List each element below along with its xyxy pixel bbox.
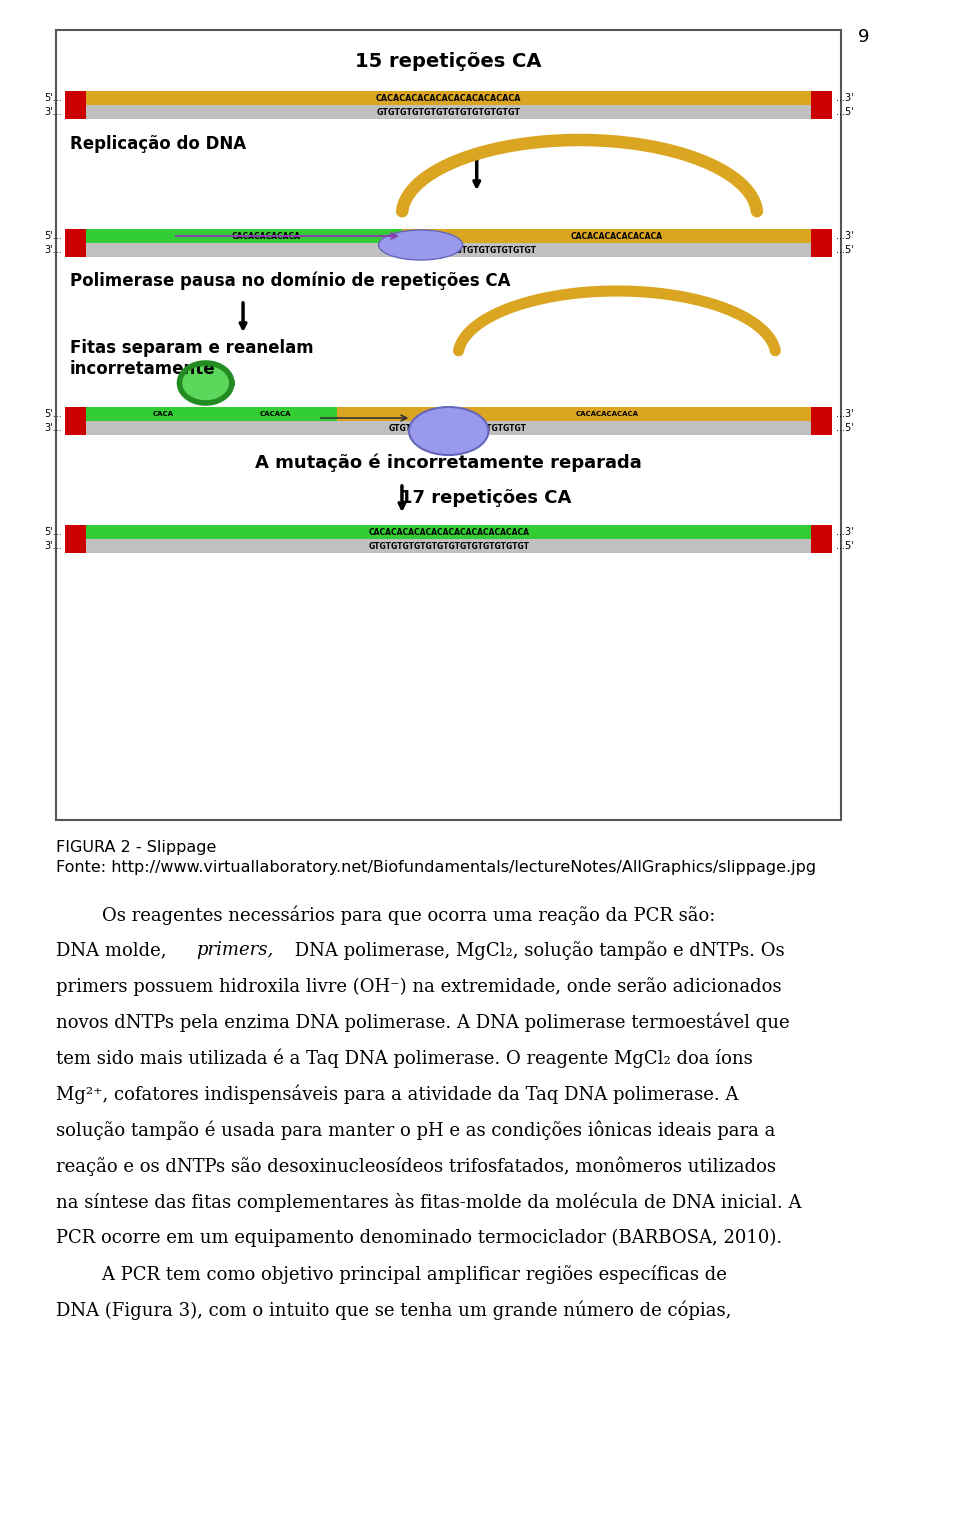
Bar xyxy=(65,525,86,552)
Text: 9: 9 xyxy=(858,27,870,46)
Bar xyxy=(86,92,811,105)
Text: primers possuem hidroxila livre (OH⁻) na extremidade, onde serão adicionados: primers possuem hidroxila livre (OH⁻) na… xyxy=(56,977,781,996)
Text: tem sido mais utilizada é a Taq DNA polimerase. O reagente MgCl₂ doa íons: tem sido mais utilizada é a Taq DNA poli… xyxy=(56,1048,753,1068)
Text: 17 repetições CA: 17 repetições CA xyxy=(400,488,572,507)
Text: DNA molde,: DNA molde, xyxy=(56,942,173,958)
Bar xyxy=(811,229,832,256)
Text: CACACACACACACACACACACACA: CACACACACACACACACACACACA xyxy=(376,93,521,102)
Bar xyxy=(811,525,832,552)
Text: A mutação é incorretamente reparada: A mutação é incorretamente reparada xyxy=(255,453,642,472)
Bar xyxy=(65,229,86,256)
Text: Mg²⁺, cofatores indispensáveis para a atividade da Taq DNA polimerase. A: Mg²⁺, cofatores indispensáveis para a at… xyxy=(56,1085,738,1105)
Text: GTGTGTGTGTGTGTGTGTGTGTGTGTGT: GTGTGTGTGTGTGTGTGTGTGTGTGTGT xyxy=(369,542,529,551)
Text: A PCR tem como objetivo principal amplificar regiões específicas de: A PCR tem como objetivo principal amplif… xyxy=(56,1265,727,1283)
Text: GTGTGTGTGTGTGTGTGTGTGTGT: GTGTGTGTGTGTGTGTGTGTGTGT xyxy=(389,424,527,432)
Bar xyxy=(86,539,811,552)
Text: ...5': ...5' xyxy=(836,107,853,118)
Text: Os reagentes necessários para que ocorra uma reação da PCR são:: Os reagentes necessários para que ocorra… xyxy=(56,905,715,925)
Text: 3'...: 3'... xyxy=(44,542,61,551)
Text: GTGTGTGTGTGTGTGTGTGTGTGT: GTGTGTGTGTGTGTGTGTGTGTGT xyxy=(376,107,520,116)
Bar xyxy=(65,92,86,119)
Bar xyxy=(86,229,402,243)
Bar xyxy=(56,31,841,819)
Text: 5'...: 5'... xyxy=(44,230,61,241)
Text: CACACACACACACACACACACACACACA: CACACACACACACACACACACACACACA xyxy=(369,528,529,537)
Text: CACACACACACA: CACACACACACA xyxy=(232,232,300,241)
Text: 15 repetições CA: 15 repetições CA xyxy=(355,52,542,72)
Text: Fitas separam e reanelam: Fitas separam e reanelam xyxy=(70,339,314,357)
Text: ...3': ...3' xyxy=(836,409,853,420)
Bar xyxy=(86,421,811,435)
Text: ...3': ...3' xyxy=(836,93,853,102)
Text: 5'...: 5'... xyxy=(44,526,61,537)
Text: ...5': ...5' xyxy=(836,423,853,433)
Text: solução tampão é usada para manter o pH e as condições iônicas ideais para a: solução tampão é usada para manter o pH … xyxy=(56,1122,776,1140)
Ellipse shape xyxy=(409,407,489,455)
Text: DNA polimerase, MgCl₂, solução tampão e dNTPs. Os: DNA polimerase, MgCl₂, solução tampão e … xyxy=(290,942,785,960)
Bar xyxy=(86,105,811,119)
Text: CACA: CACA xyxy=(153,410,174,417)
Text: FIGURA 2 - Slippage: FIGURA 2 - Slippage xyxy=(56,839,216,855)
Bar xyxy=(86,407,220,421)
Text: ...5': ...5' xyxy=(836,246,853,255)
Text: PCR ocorre em um equipamento denominado termociclador (BARBOSA, 2010).: PCR ocorre em um equipamento denominado … xyxy=(56,1228,782,1247)
Text: 3'...: 3'... xyxy=(44,423,61,433)
Text: novos dNTPs pela enzima DNA polimerase. A DNA polimerase termoestável que: novos dNTPs pela enzima DNA polimerase. … xyxy=(56,1013,790,1033)
Text: CACACA: CACACA xyxy=(260,410,292,417)
Text: 3'...: 3'... xyxy=(44,246,61,255)
Polygon shape xyxy=(180,363,231,403)
Ellipse shape xyxy=(378,230,463,259)
Bar xyxy=(811,407,832,435)
Text: Polimerase pausa no domínio de repetições CA: Polimerase pausa no domínio de repetiçõe… xyxy=(70,272,511,290)
Bar xyxy=(65,407,86,435)
Text: na síntese das fitas complementares às fitas-molde da molécula de DNA inicial. A: na síntese das fitas complementares às f… xyxy=(56,1193,802,1213)
Text: ...5': ...5' xyxy=(836,542,853,551)
Text: GTGTGTGTGTGTGTGTGTGTGTGT: GTGTGTGTGTGTGTGTGTGTGTGT xyxy=(398,246,537,255)
Text: reação e os dNTPs são desoxinucleosídeos trifosfatados, monômeros utilizados: reação e os dNTPs são desoxinucleosídeos… xyxy=(56,1157,776,1177)
Text: incorretamente: incorretamente xyxy=(70,360,216,378)
Bar xyxy=(86,243,811,256)
Text: 5'...: 5'... xyxy=(44,93,61,102)
Text: 5'...: 5'... xyxy=(44,409,61,420)
Text: CACACACACACACACA: CACACACACACACACA xyxy=(571,232,663,241)
Text: CACACACACACA: CACACACACACA xyxy=(576,410,639,417)
Bar xyxy=(86,525,811,539)
Bar xyxy=(811,92,832,119)
Text: Replicação do DNA: Replicação do DNA xyxy=(70,134,246,153)
Text: ...3': ...3' xyxy=(836,526,853,537)
Bar xyxy=(220,407,337,421)
Bar xyxy=(337,407,811,421)
Text: primers,: primers, xyxy=(196,942,274,958)
Text: DNA (Figura 3), com o intuito que se tenha um grande número de cópias,: DNA (Figura 3), com o intuito que se ten… xyxy=(56,1302,732,1320)
Text: Fonte: http://www.virtuallaboratory.net/Biofundamentals/lectureNotes/AllGraphics: Fonte: http://www.virtuallaboratory.net/… xyxy=(56,861,816,874)
Text: ...3': ...3' xyxy=(836,230,853,241)
Text: 3'...: 3'... xyxy=(44,107,61,118)
Bar xyxy=(402,229,811,243)
